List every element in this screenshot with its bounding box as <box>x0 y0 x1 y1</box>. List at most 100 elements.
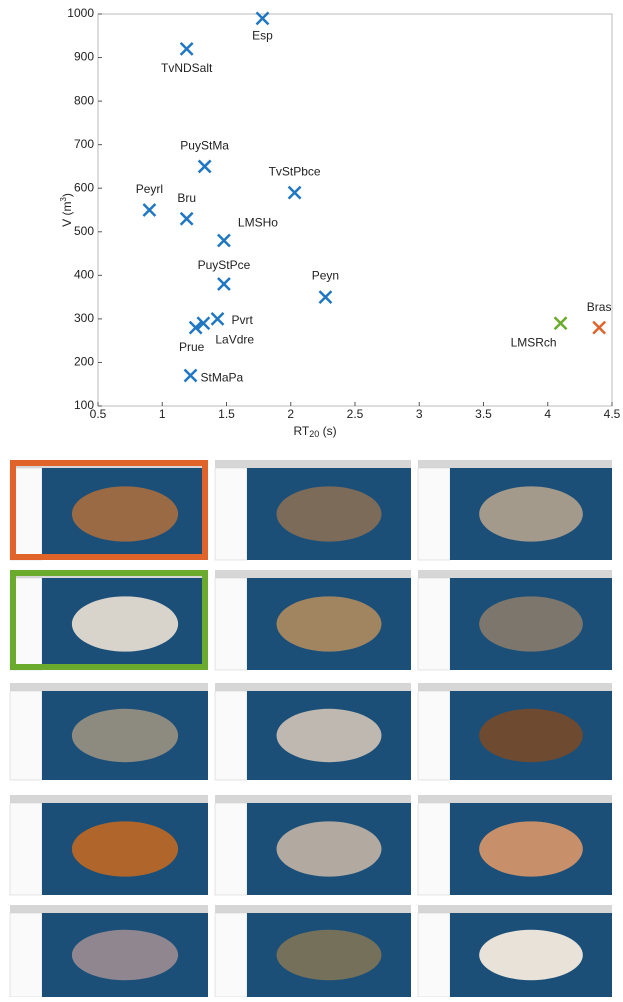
point <box>196 316 211 331</box>
x-label-part: (s) <box>319 424 336 438</box>
thumb-model <box>276 821 382 877</box>
point <box>217 277 231 291</box>
marker-stroke <box>255 11 270 26</box>
thumb-sidebar <box>417 802 451 896</box>
thumb-sidebar <box>417 690 451 781</box>
thumb-sidebar <box>9 802 43 896</box>
thumb-sidebar <box>214 690 248 781</box>
point-label: LMSHo <box>238 216 278 230</box>
thumb-sidebar <box>9 690 43 781</box>
thumb-sidebar <box>417 577 451 671</box>
point-label: Bras <box>587 300 612 314</box>
point <box>179 41 194 56</box>
thumb-model <box>479 929 583 981</box>
x-tick-label: 4.5 <box>604 407 621 421</box>
y-axis-label: V (m3) <box>59 193 74 227</box>
x-label-part: 20 <box>309 429 319 439</box>
thumb-model <box>479 821 583 877</box>
thumb-model <box>276 596 382 652</box>
highlight-frame <box>10 570 208 670</box>
thumb-toolbar <box>418 460 612 468</box>
thumb-toolbar <box>215 905 411 913</box>
thumb-model <box>71 486 179 542</box>
y-tick-label: 700 <box>74 137 94 151</box>
thumb-toolbar <box>418 905 612 913</box>
marker-stroke <box>183 368 198 383</box>
thumb-model <box>71 929 179 981</box>
marker-stroke <box>210 312 225 326</box>
thumb-toolbar <box>215 683 411 691</box>
thumb-sidebar <box>214 802 248 896</box>
point <box>197 159 212 174</box>
y-tick-label: 300 <box>74 311 94 325</box>
point <box>287 185 302 200</box>
thumb-toolbar <box>418 683 612 691</box>
y-label-part: V (m <box>60 202 74 227</box>
marker-stroke <box>287 185 302 200</box>
point <box>592 320 607 335</box>
point-label: StMaPa <box>201 371 244 385</box>
thumb-model <box>479 596 583 652</box>
marker-stroke <box>217 233 231 248</box>
thumb-toolbar <box>215 795 411 803</box>
thumb-model <box>71 596 179 652</box>
marker-stroke <box>318 290 333 304</box>
point <box>210 312 225 326</box>
thumb-model <box>479 708 583 763</box>
y-tick-label: 900 <box>74 50 94 64</box>
y-tick-label: 600 <box>74 180 94 194</box>
x-tick-label: 3.5 <box>475 407 492 421</box>
marker-stroke <box>179 211 194 226</box>
thumb-toolbar <box>418 795 612 803</box>
thumb-toolbar <box>10 905 208 913</box>
point-label: PuyStMa <box>180 139 229 153</box>
thumb-sidebar <box>214 912 248 998</box>
thumb-sidebar <box>214 577 248 671</box>
marker-stroke <box>196 316 211 331</box>
y-tick-label: 800 <box>74 93 94 107</box>
marker-stroke <box>197 159 212 174</box>
point <box>255 11 270 26</box>
point <box>183 368 198 383</box>
point <box>217 233 231 248</box>
x-tick-label: 4 <box>544 407 551 421</box>
y-tick-label: 1000 <box>67 6 94 20</box>
point <box>142 203 157 217</box>
thumb-toolbar <box>215 570 411 578</box>
point-label: Esp <box>252 29 273 43</box>
marker-stroke <box>553 316 568 331</box>
point <box>179 211 194 226</box>
point-label: TvStPbce <box>269 165 321 179</box>
thumb-toolbar <box>215 460 411 468</box>
y-label-part: ) <box>60 193 74 197</box>
point-label: Peyn <box>312 268 339 282</box>
x-tick-label: 3 <box>416 407 423 421</box>
point-label: TvNDSalt <box>161 61 213 75</box>
y-tick-label: 400 <box>74 268 94 282</box>
x-tick-label: 0.5 <box>90 407 107 421</box>
thumb-model <box>276 708 382 763</box>
thumb-model <box>479 486 583 542</box>
point-label: LaVdre <box>215 332 254 346</box>
thumb-sidebar <box>9 912 43 998</box>
screenshot-grid <box>9 460 612 998</box>
thumb-sidebar <box>417 467 451 561</box>
point-label: LMSRch <box>511 335 557 349</box>
highlight-frame <box>10 460 208 560</box>
point <box>553 316 568 331</box>
y-label-part: 3 <box>59 197 68 202</box>
y-tick-label: 100 <box>74 398 94 412</box>
x-axis-label: RT20 (s) <box>293 424 336 439</box>
thumb-toolbar <box>10 683 208 691</box>
x-tick-label: 1.5 <box>218 407 235 421</box>
thumb-model <box>276 486 382 542</box>
point <box>318 290 333 304</box>
x-label-part: RT <box>293 424 309 438</box>
marker-stroke <box>179 41 194 56</box>
point-label: Prue <box>179 340 205 354</box>
x-tick-label: 2.5 <box>347 407 364 421</box>
marker-stroke <box>217 277 231 291</box>
y-tick-label: 500 <box>74 224 94 238</box>
thumb-sidebar <box>417 912 451 998</box>
